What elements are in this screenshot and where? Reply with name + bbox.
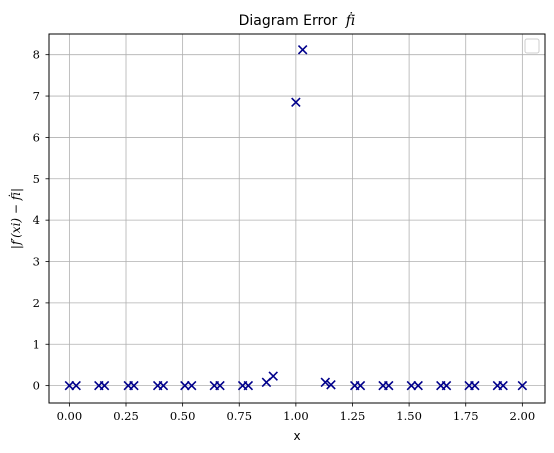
y-tick-label: 3 xyxy=(33,255,40,269)
y-tick-label: 0 xyxy=(33,379,40,393)
x-tick-label: 1.00 xyxy=(283,409,309,423)
data-point-stroke xyxy=(215,380,225,391)
data-point-stroke xyxy=(71,380,81,391)
y-tick-label: 4 xyxy=(33,213,40,227)
data-point-stroke xyxy=(498,380,508,391)
data-point-stroke xyxy=(99,380,110,391)
x-tick-label: 0.75 xyxy=(226,409,252,423)
data-point-stroke xyxy=(470,380,480,391)
data-point xyxy=(186,380,197,391)
plot-frame xyxy=(48,33,546,404)
x-tick-label: 1.25 xyxy=(340,409,366,423)
y-tick-label: 5 xyxy=(33,172,40,186)
data-point xyxy=(355,380,366,391)
data-point-stroke xyxy=(326,380,336,390)
data-point-stroke xyxy=(441,380,452,391)
x-tick-label: 1.50 xyxy=(396,409,422,423)
x-tick-label: 1.75 xyxy=(453,409,479,423)
data-point-stroke xyxy=(517,380,528,391)
data-point xyxy=(441,380,452,391)
y-tick-label: 7 xyxy=(33,89,40,103)
data-point xyxy=(326,380,336,390)
data-point xyxy=(99,380,110,391)
data-point-stroke xyxy=(413,380,423,391)
data-point-stroke xyxy=(383,380,394,391)
y-axis-title: |f′(xi) − ḟi| xyxy=(7,188,23,249)
data-point xyxy=(243,380,254,391)
data-point xyxy=(129,380,139,391)
data-point-stroke xyxy=(406,380,417,391)
x-tick-label: 0.00 xyxy=(57,409,83,423)
data-point xyxy=(383,380,394,391)
axis-ticks xyxy=(45,54,523,407)
data-point xyxy=(291,97,301,108)
y-tick-label: 8 xyxy=(33,48,40,62)
x-axis-title: x xyxy=(293,429,300,443)
data-point xyxy=(268,371,278,381)
data-point xyxy=(180,380,190,391)
data-point xyxy=(413,380,423,391)
x-tick-label: 0.25 xyxy=(113,409,139,423)
x-tick-label: 2.00 xyxy=(510,409,536,423)
data-point xyxy=(517,380,528,391)
data-point-stroke xyxy=(180,380,190,391)
axis-tick-labels: 0.00 0.25 0.50 0.75 1.00 1.25 1.50 1.75 2.00 0 1 2 3… xyxy=(33,48,535,423)
data-point xyxy=(297,44,308,55)
data-point-stroke xyxy=(355,380,366,391)
chart-title-math: ḟi xyxy=(345,11,356,29)
legend-box xyxy=(524,38,540,54)
data-point xyxy=(470,380,480,391)
data-point-stroke xyxy=(243,380,254,391)
grid-lines xyxy=(49,34,545,403)
data-points xyxy=(64,44,528,391)
data-point-stroke xyxy=(297,44,308,55)
data-point xyxy=(158,380,169,391)
data-point-stroke xyxy=(320,377,331,388)
data-point xyxy=(71,380,81,391)
data-point xyxy=(320,377,331,388)
x-tick-label: 0.50 xyxy=(170,409,196,423)
y-tick-label: 2 xyxy=(33,296,40,310)
data-point-stroke xyxy=(186,380,197,391)
data-point xyxy=(498,380,508,391)
y-tick-label: 6 xyxy=(33,130,40,144)
data-point-stroke xyxy=(129,380,139,391)
data-point-stroke xyxy=(268,371,278,381)
y-tick-label: 1 xyxy=(33,337,40,351)
data-point-stroke xyxy=(291,97,301,108)
data-point-stroke xyxy=(64,380,75,391)
data-point-stroke xyxy=(158,380,169,391)
chart-title-text: Diagram Error xyxy=(239,13,338,29)
data-point xyxy=(215,380,225,391)
chart-title: Diagram Error ḟi xyxy=(239,11,356,29)
data-point xyxy=(406,380,417,391)
data-point xyxy=(64,380,75,391)
